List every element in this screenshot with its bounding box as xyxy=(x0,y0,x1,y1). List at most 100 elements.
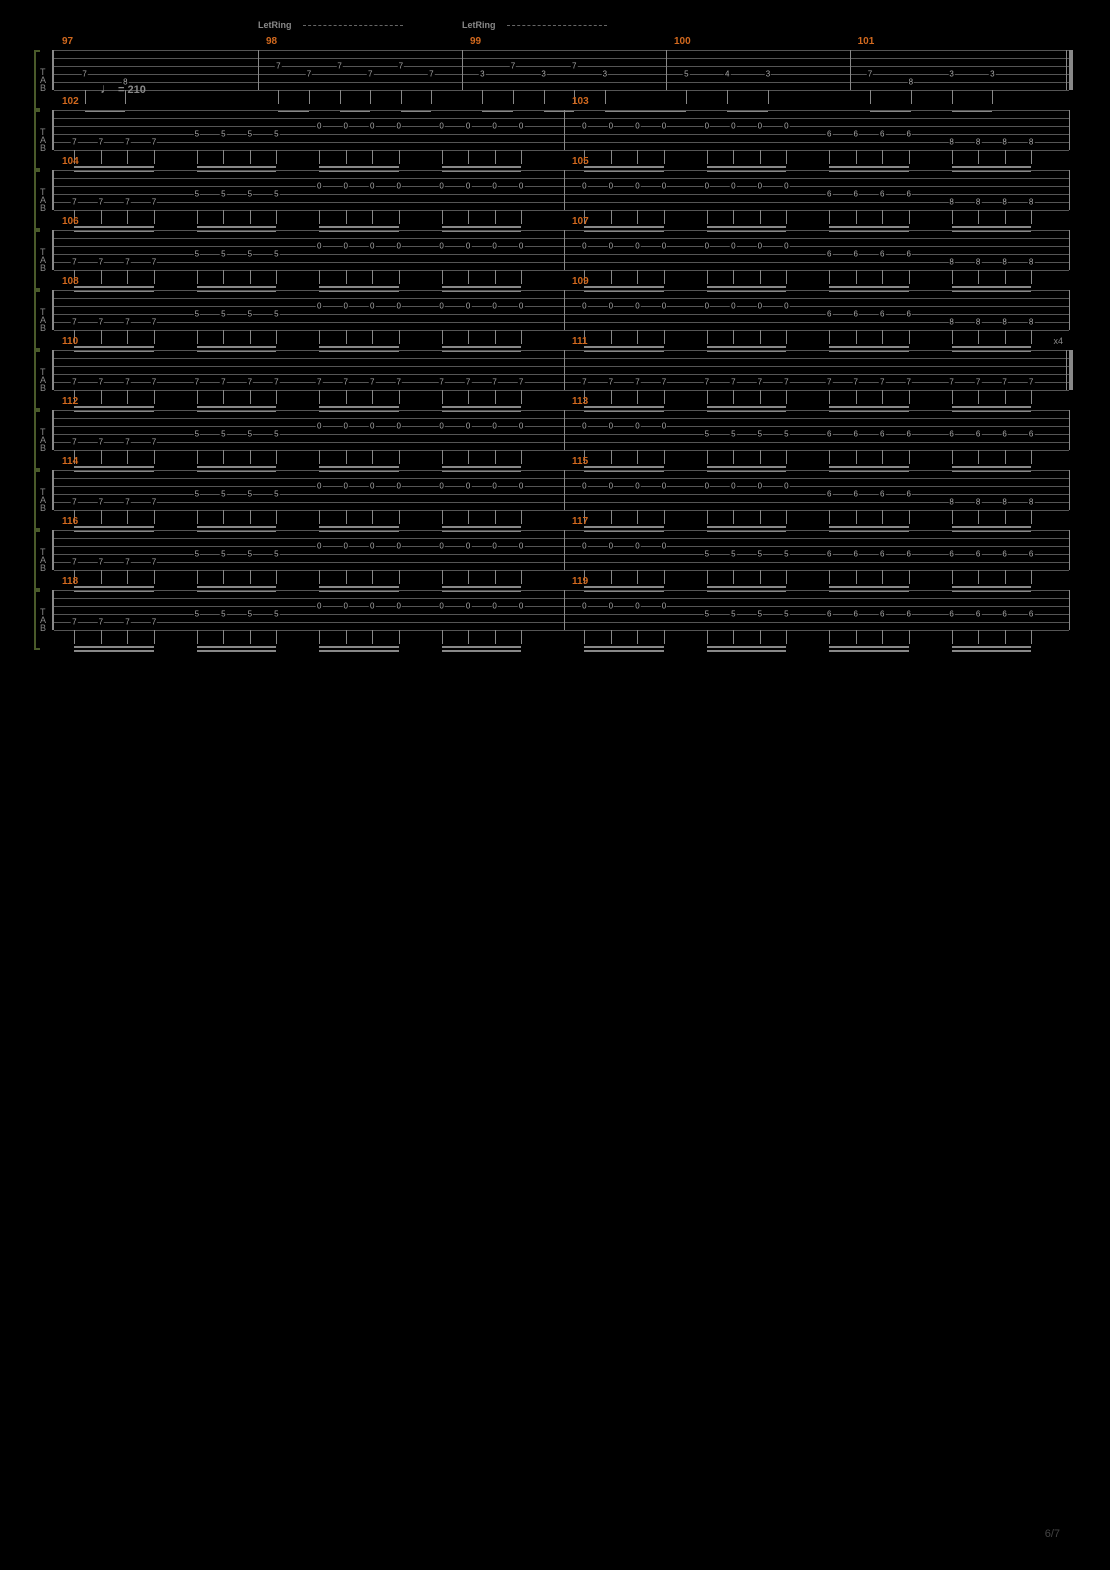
stem xyxy=(856,210,857,224)
beam xyxy=(707,166,787,168)
stem xyxy=(637,330,638,344)
stem xyxy=(401,90,402,104)
fret-number: 6 xyxy=(975,550,981,559)
fret-number: 0 xyxy=(396,182,402,191)
stem xyxy=(346,630,347,644)
stem xyxy=(319,210,320,224)
stem xyxy=(223,270,224,284)
fret-number: 7 xyxy=(151,138,157,147)
fret-number: 5 xyxy=(194,310,200,319)
fret-number: 0 xyxy=(730,482,736,491)
bar-number: 97 xyxy=(62,36,73,47)
stem xyxy=(733,210,734,224)
fret-number: 8 xyxy=(975,198,981,207)
stem xyxy=(856,150,857,164)
stem xyxy=(1005,330,1006,344)
tab-clef: TAB xyxy=(40,68,46,92)
stem xyxy=(495,390,496,404)
stem xyxy=(1005,210,1006,224)
beam xyxy=(74,346,154,348)
stem xyxy=(952,90,953,104)
fret-number: 6 xyxy=(826,250,832,259)
string-line xyxy=(54,614,1069,615)
stem xyxy=(154,570,155,584)
stem xyxy=(664,330,665,344)
fret-number: 0 xyxy=(634,182,640,191)
barline xyxy=(258,50,259,90)
fret-number: 3 xyxy=(540,70,546,79)
string-line xyxy=(54,546,1069,547)
tab-page: TAB979899100101LetRingLetRing78777777373… xyxy=(0,0,1110,670)
stem xyxy=(468,510,469,524)
stem xyxy=(276,630,277,644)
tab-system: TAB1081097777555500000000000000006666888… xyxy=(40,290,1070,330)
stem xyxy=(707,570,708,584)
stem xyxy=(637,270,638,284)
fret-number: 0 xyxy=(661,182,667,191)
string-line xyxy=(54,366,1069,367)
stem xyxy=(399,450,400,464)
beam xyxy=(584,466,664,468)
fret-number: 0 xyxy=(730,242,736,251)
fret-number: 7 xyxy=(151,618,157,627)
stem xyxy=(707,270,708,284)
fret-number: 0 xyxy=(438,542,444,551)
fret-number: 5 xyxy=(194,190,200,199)
fret-number: 7 xyxy=(1028,378,1034,387)
fret-number: 0 xyxy=(581,602,587,611)
stem xyxy=(611,450,612,464)
beam xyxy=(74,406,154,408)
stem xyxy=(319,450,320,464)
bar-number: 109 xyxy=(572,276,589,287)
bar-number: 101 xyxy=(858,36,875,47)
fret-number: 7 xyxy=(98,498,104,507)
stem xyxy=(197,210,198,224)
stem xyxy=(664,390,665,404)
fret-number: 5 xyxy=(247,490,253,499)
fret-number: 7 xyxy=(275,62,281,71)
fret-number: 7 xyxy=(151,498,157,507)
string-line xyxy=(54,606,1069,607)
fret-number: 8 xyxy=(908,78,914,87)
barline xyxy=(564,530,565,570)
fret-number: 6 xyxy=(879,190,885,199)
fret-number: 7 xyxy=(369,378,375,387)
stem xyxy=(495,330,496,344)
fret-number: 6 xyxy=(852,190,858,199)
beam xyxy=(319,646,399,648)
stem xyxy=(340,90,341,104)
barline xyxy=(564,110,565,150)
stem xyxy=(521,510,522,524)
beam xyxy=(707,466,787,468)
stem xyxy=(760,210,761,224)
stem xyxy=(584,630,585,644)
stem xyxy=(372,570,373,584)
stem xyxy=(372,150,373,164)
beam xyxy=(707,406,787,408)
fret-number: 0 xyxy=(342,182,348,191)
fret-number: 0 xyxy=(608,482,614,491)
fret-number: 8 xyxy=(1028,138,1034,147)
stem xyxy=(882,390,883,404)
stem xyxy=(442,630,443,644)
stem xyxy=(276,570,277,584)
fret-number: 0 xyxy=(757,122,763,131)
fret-number: 0 xyxy=(465,182,471,191)
beam xyxy=(829,646,909,648)
stem xyxy=(952,150,953,164)
tab-system: TAB979899100101LetRingLetRing78777777373… xyxy=(40,50,1070,90)
fret-number: 0 xyxy=(581,182,587,191)
fret-number: 0 xyxy=(634,422,640,431)
fret-number: 8 xyxy=(975,318,981,327)
fret-number: 0 xyxy=(518,242,524,251)
fret-number: 0 xyxy=(704,242,710,251)
bar-number: 117 xyxy=(572,516,588,527)
stem xyxy=(197,330,198,344)
stem xyxy=(399,270,400,284)
fret-number: 4 xyxy=(724,70,730,79)
fret-number: 7 xyxy=(852,378,858,387)
string-line xyxy=(54,194,1069,195)
tab-staff: 10610777775555000000000000000066668888 xyxy=(52,230,1070,270)
stem xyxy=(276,150,277,164)
stem xyxy=(521,270,522,284)
